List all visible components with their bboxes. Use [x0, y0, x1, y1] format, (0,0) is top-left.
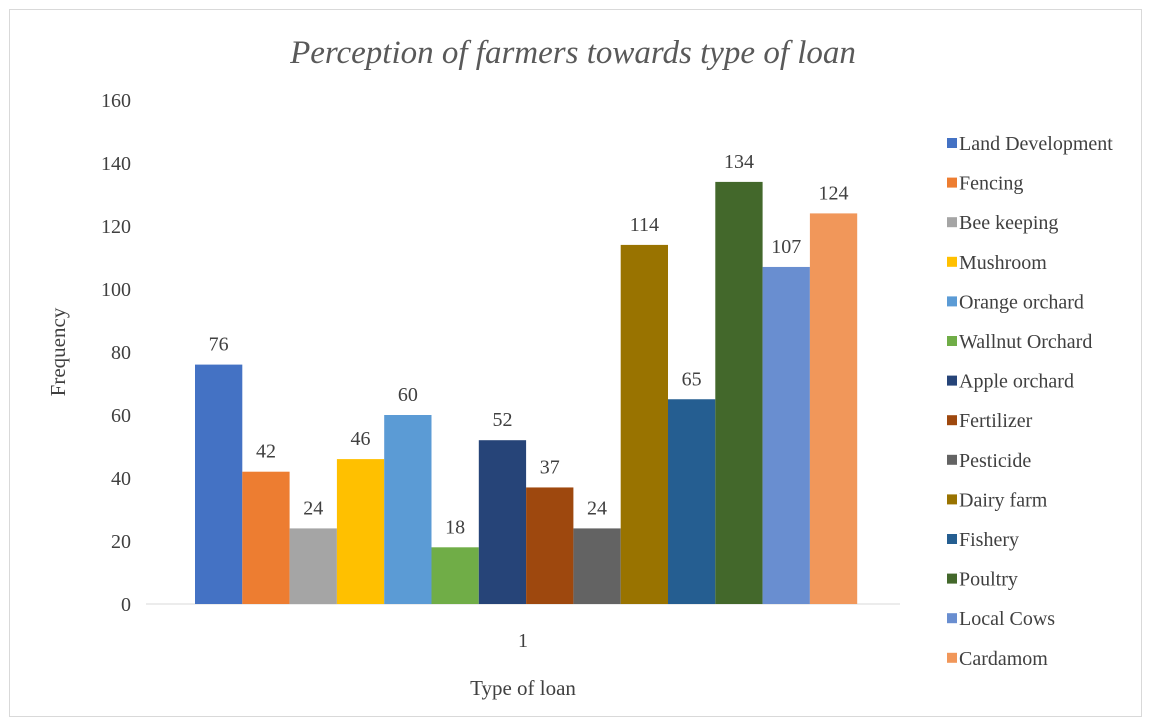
bar-value-label: 24 — [587, 497, 607, 519]
bar-value-label: 60 — [398, 384, 418, 406]
x-tick-label: 1 — [518, 630, 528, 652]
legend-swatch — [947, 138, 957, 148]
y-tick-label: 40 — [111, 468, 131, 490]
legend-label: Pesticide — [959, 450, 1031, 472]
legend-swatch — [947, 177, 957, 188]
legend-swatch — [947, 296, 957, 307]
bar — [195, 364, 243, 604]
bar-value-label: 107 — [771, 236, 801, 258]
bar-value-label: 134 — [724, 151, 754, 173]
y-tick-label: 160 — [101, 90, 131, 112]
chart-title: Perception of farmers towards type of lo… — [289, 35, 856, 71]
bar-value-label: 42 — [256, 441, 276, 463]
bar — [668, 399, 716, 604]
bar-value-label: 76 — [209, 334, 229, 356]
legend-label: Fertilizer — [959, 410, 1033, 432]
bars — [195, 181, 858, 604]
legend-swatch — [947, 652, 957, 663]
y-axis-label: Frequency — [46, 307, 70, 396]
y-tick-label: 60 — [111, 405, 131, 427]
bar-value-label: 65 — [682, 368, 702, 390]
legend-label: Poultry — [959, 569, 1018, 591]
legend-swatch — [947, 415, 957, 426]
legend-label: Local Cows — [959, 608, 1055, 630]
legend-swatch — [947, 613, 957, 624]
legend-swatch — [947, 454, 957, 465]
bar — [573, 528, 621, 604]
legend-label: Dairy farm — [959, 489, 1048, 511]
bar — [809, 213, 858, 604]
legend-label: Mushroom — [959, 252, 1047, 274]
bar-value-label: 24 — [303, 497, 323, 519]
bar — [384, 415, 432, 604]
y-tick-labels: 0 20 40 60 80 100 120 140 160 — [101, 90, 131, 616]
bar-value-labels: 76 42 24 46 60 18 52 37 24 114 65 134 107 124 — [209, 151, 849, 538]
bar-value-label: 124 — [819, 182, 849, 204]
bar-value-label: 37 — [540, 456, 560, 478]
bar-value-label: 18 — [445, 516, 465, 538]
bar — [478, 440, 527, 604]
bar-value-label: 52 — [492, 409, 512, 431]
y-tick-label: 0 — [121, 594, 131, 616]
legend-label: Land Development — [959, 133, 1113, 155]
bar — [526, 487, 574, 604]
y-tick-label: 120 — [101, 216, 131, 238]
bar-value-label: 114 — [630, 214, 659, 236]
legend-swatch — [947, 494, 957, 505]
bar — [620, 244, 668, 604]
y-tick-label: 80 — [111, 342, 131, 364]
y-tick-label: 20 — [111, 531, 131, 553]
legend-label: Apple orchard — [959, 371, 1074, 393]
bar-value-label: 46 — [351, 428, 371, 450]
bar — [431, 547, 479, 604]
bar — [242, 471, 290, 604]
legend-swatch — [947, 375, 957, 386]
legend-label: Cardamom — [959, 648, 1048, 670]
y-tick-label: 100 — [101, 279, 131, 301]
legend-label: Orange orchard — [959, 291, 1084, 313]
legend-swatch — [947, 573, 957, 584]
bar — [715, 181, 763, 604]
legend-swatch — [947, 534, 957, 544]
legend: Land Development Fencing Bee keeping Mushr… — [947, 133, 1113, 670]
bar — [762, 266, 810, 604]
bar — [289, 528, 337, 604]
legend-label: Bee keeping — [959, 212, 1058, 234]
legend-swatch — [947, 217, 957, 228]
y-tick-label: 140 — [101, 153, 131, 175]
legend-label: Fishery — [959, 529, 1019, 551]
legend-label: Wallnut Orchard — [959, 331, 1092, 353]
bar — [336, 459, 385, 604]
x-axis-label: Type of loan — [470, 676, 576, 700]
legend-swatch — [947, 336, 957, 346]
legend-label: Fencing — [959, 173, 1023, 195]
legend-swatch — [947, 256, 957, 267]
